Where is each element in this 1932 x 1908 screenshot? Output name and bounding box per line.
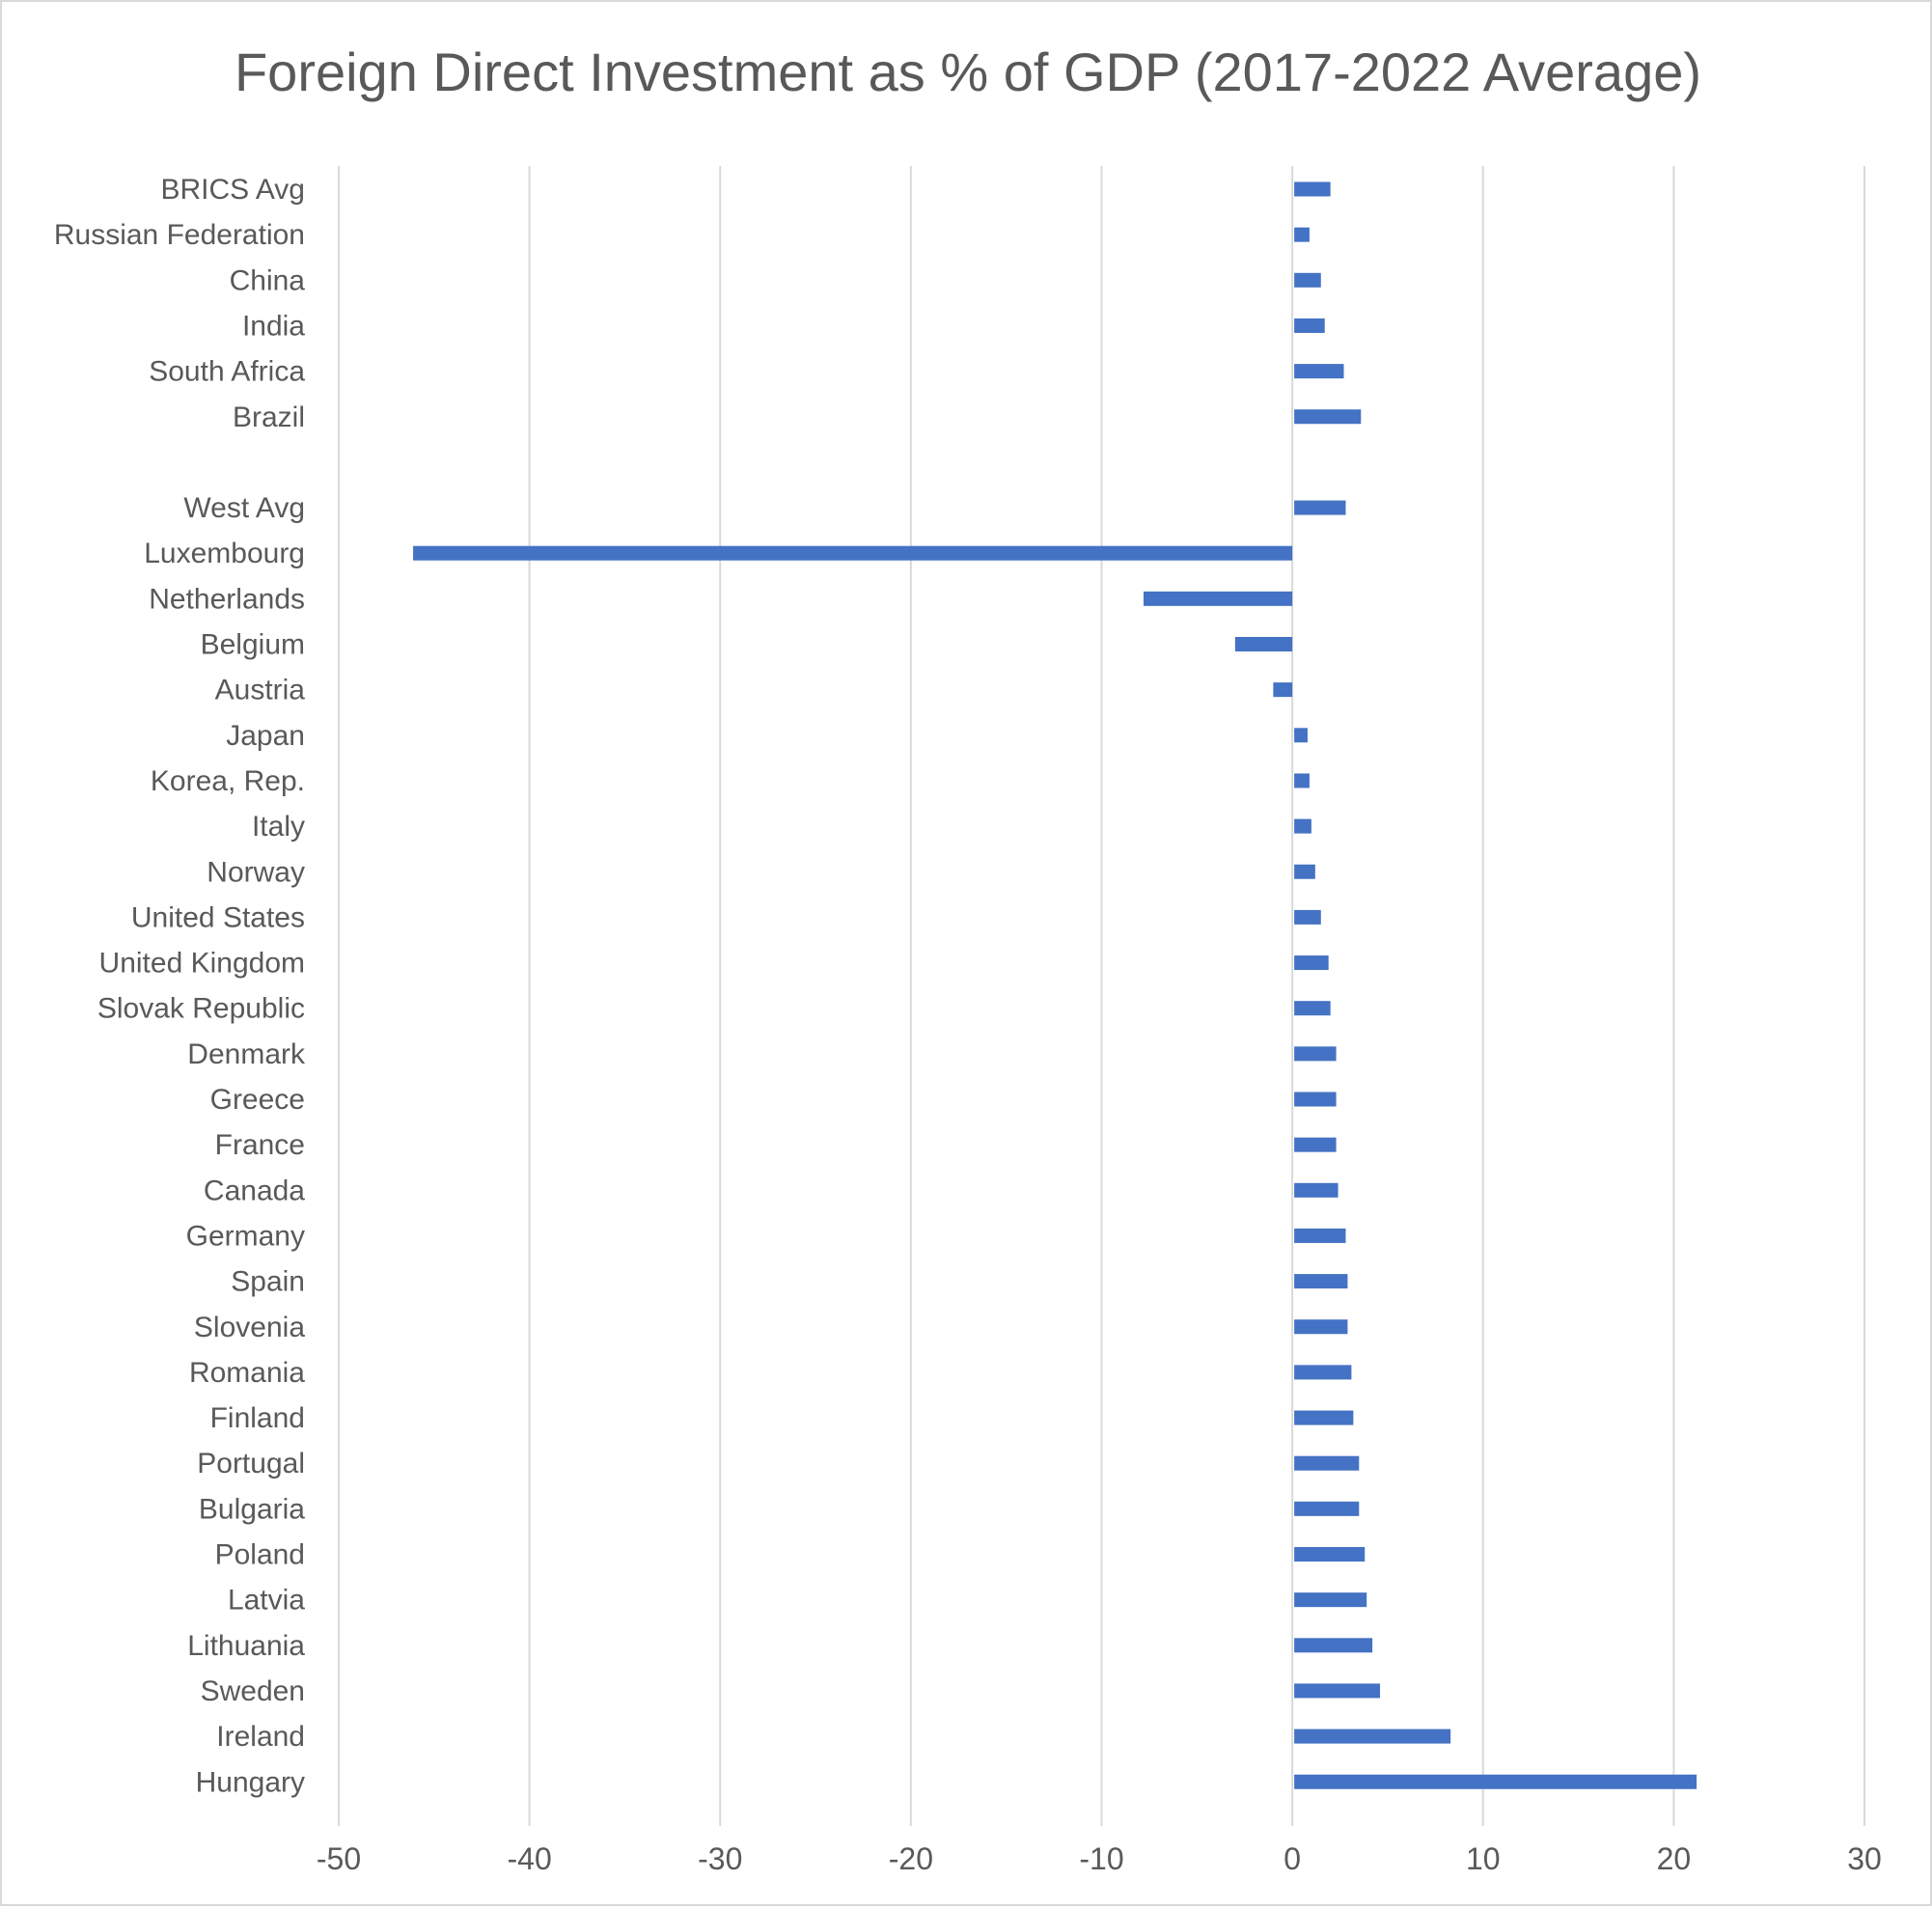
category-label: Bulgaria [199,1493,305,1525]
bar [1294,1728,1451,1744]
bar [1294,1638,1373,1653]
x-tick-label: -40 [508,1841,552,1876]
category-label: United States [131,901,305,933]
category-label: Hungary [196,1766,305,1798]
x-tick-label: -50 [317,1841,361,1876]
category-label: Germany [186,1220,305,1252]
bar [1294,1592,1367,1608]
bar [1273,682,1293,698]
bar [1294,227,1310,242]
bar [1294,1365,1352,1380]
x-tick-label: -20 [889,1841,933,1876]
x-tick-label: -30 [698,1841,742,1876]
category-label: Spain [231,1266,305,1298]
bar [1294,818,1311,834]
category-label: Latvia [228,1585,305,1617]
bar [1294,1319,1348,1335]
bar [1294,1274,1348,1289]
category-label: West Avg [183,492,305,524]
bar [413,545,1293,561]
bar [1294,1683,1381,1699]
category-label: Slovenia [194,1312,305,1343]
bar [1294,1182,1339,1198]
bar [1294,181,1331,197]
bar [1294,1092,1337,1107]
category-label: Poland [215,1539,305,1571]
category-label: Russian Federation [54,219,305,251]
gridlines [338,166,1865,1826]
bar [1143,591,1293,606]
bar [1294,773,1310,788]
bar [1294,864,1315,879]
category-label: Belgium [201,629,305,661]
category-label: Greece [210,1084,305,1116]
category-label: South Africa [149,356,305,388]
chart-title: Foreign Direct Investment as % of GDP (2… [234,41,1702,102]
category-label: Japan [226,720,305,752]
bar [1294,1046,1337,1062]
bar [1294,1455,1360,1471]
category-label: Lithuania [187,1630,305,1662]
x-tick-label: 0 [1283,1841,1301,1876]
x-tick-label: 10 [1466,1841,1501,1876]
category-label: Brazil [233,401,305,433]
category-label: Ireland [216,1721,305,1753]
category-label: United Kingdom [99,948,305,980]
bar [1294,409,1362,425]
category-label: China [230,264,306,296]
bar [1294,728,1308,743]
category-label: Luxembourg [144,538,305,569]
x-tick-label: -10 [1079,1841,1123,1876]
category-label: Finland [210,1402,305,1434]
bar [1294,1001,1331,1016]
bar [1294,1547,1366,1562]
category-label: Korea, Rep. [151,765,305,797]
bar [1294,1137,1337,1152]
bar [1294,1774,1697,1789]
category-label: Norway [207,856,305,888]
bar [1294,1228,1346,1243]
category-label: Canada [204,1175,305,1206]
bar [1234,637,1293,651]
bar [1294,318,1325,333]
category-label: Romania [189,1357,305,1389]
category-label: BRICS Avg [160,174,305,206]
category-label: Italy [252,811,305,843]
category-label: India [242,310,305,342]
bar [1294,1410,1354,1425]
bar [1294,500,1346,515]
bar [1294,1501,1360,1516]
category-label: Sweden [201,1675,305,1707]
x-tick-labels: -50 -40 -30 -20 -10 0 10 20 30 [317,1841,1882,1876]
category-label: Portugal [197,1448,305,1479]
category-label: Slovak Republic [97,993,305,1025]
bar [1294,272,1321,288]
x-tick-label: 20 [1657,1841,1692,1876]
category-label: France [215,1129,305,1161]
bar [1294,364,1344,379]
bar [1294,909,1321,925]
category-labels: BRICS Avg Russian Federation China India Sou… [54,174,306,1798]
bar [1294,955,1329,971]
category-label: Austria [215,675,306,706]
bars [413,181,1697,1789]
category-label: Denmark [187,1038,306,1070]
x-tick-label: 30 [1847,1841,1882,1876]
category-label: Netherlands [149,583,305,615]
